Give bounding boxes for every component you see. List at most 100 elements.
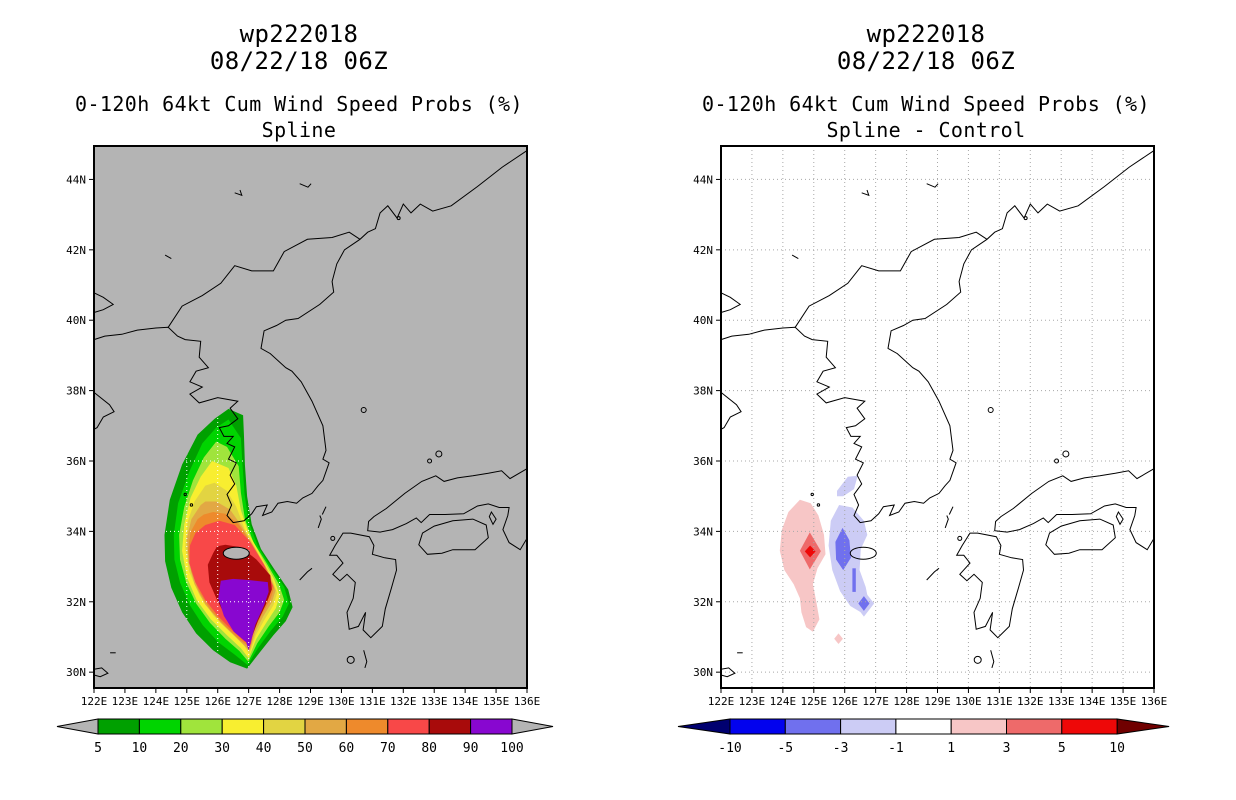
y-tick-label: 32N: [693, 596, 713, 609]
y-tick-label: 30N: [66, 666, 86, 679]
colorbar-cell: [138, 718, 182, 735]
colorbar-cell: [97, 718, 140, 735]
y-tick-label: 38N: [66, 385, 86, 398]
y-tick-label: 42N: [66, 244, 86, 257]
x-tick-label: 134E: [1079, 695, 1106, 708]
x-tick-label: 131E: [359, 695, 386, 708]
y-tick-label: 42N: [693, 244, 713, 257]
x-tick-label: 126E: [831, 695, 858, 708]
x-tick-label: 128E: [893, 695, 920, 708]
panel-subtitle: Spline - Control: [826, 118, 1026, 142]
colorbar-label: -3: [833, 741, 849, 756]
colorbar-label: -1: [888, 741, 904, 756]
colorbar-label: 3: [1003, 741, 1011, 756]
x-tick-label: 123E: [112, 695, 139, 708]
y-tick-label: 36N: [66, 455, 86, 468]
colorbar-label: 10: [1109, 741, 1125, 756]
init-datetime: 08/22/18 06Z: [836, 47, 1016, 75]
colorbar-label: 30: [214, 741, 230, 756]
x-tick-label: 133E: [1048, 695, 1075, 708]
jeju-island: [222, 546, 250, 560]
colorbar-label: 20: [173, 741, 189, 756]
x-tick-label: 127E: [235, 695, 262, 708]
x-tick-label: 131E: [986, 695, 1013, 708]
storm-id: wp222018: [239, 20, 359, 48]
colorbar-label: -5: [777, 741, 793, 756]
contour-level--1to-3 upper: [837, 475, 858, 497]
colorbar-label: 5: [94, 741, 102, 756]
x-tick-label: 128E: [266, 695, 293, 708]
x-tick-label: 123E: [739, 695, 766, 708]
colorbar-label: 100: [500, 741, 523, 756]
x-tick-label: 132E: [1017, 695, 1043, 708]
y-tick-label: 40N: [66, 314, 86, 327]
y-tick-label: 32N: [66, 596, 86, 609]
colorbar-label: 60: [339, 741, 355, 756]
contour-level-+5to+10: [804, 545, 816, 558]
x-tick-label: 127E: [862, 695, 889, 708]
x-tick-label: 135E: [1110, 695, 1137, 708]
colorbar-cell: [784, 718, 842, 735]
colorbar-cell: [895, 718, 952, 735]
axis-ticks: [716, 178, 1155, 693]
colorbar-cell: [1061, 718, 1118, 735]
map-background: [94, 146, 527, 688]
contour-level--3to-5 tail: [852, 568, 856, 592]
probability-field: [164, 408, 293, 669]
y-tick-label: 34N: [66, 525, 86, 538]
colorbar-label: 5: [1058, 741, 1066, 756]
x-tick-label: 122E: [708, 695, 735, 708]
colorbar-left-arrow: [677, 718, 731, 735]
x-tick-label: 130E: [955, 695, 982, 708]
contour-level--3to-5 main: [835, 527, 851, 571]
x-tick-label: 129E: [297, 695, 324, 708]
colorbar-cell: [950, 718, 1008, 735]
storm-id: wp222018: [866, 20, 986, 48]
x-tick-label: 134E: [452, 695, 479, 708]
colorbar-cell: [387, 718, 430, 735]
colorbar-cell: [221, 718, 265, 735]
coastlines: [93, 150, 528, 678]
y-tick-label: 30N: [693, 666, 713, 679]
contour-level--3to-5 south: [858, 596, 870, 611]
coastlines: [720, 150, 1155, 678]
colorbar-label: 90: [463, 741, 479, 756]
contour-level-+1to+3 dot: [834, 633, 843, 644]
colorbar-cell: [263, 718, 306, 735]
colorbar-cell: [345, 718, 389, 735]
panel-spline: wp222018 08/22/18 06Z 0-120h 64kt Cum Wi…: [34, 0, 594, 800]
colorbar-cell: [729, 718, 786, 735]
x-tick-label: 136E: [514, 695, 541, 708]
colorbar-label: 10: [132, 741, 148, 756]
x-tick-label: 124E: [770, 695, 797, 708]
y-tick-label: 44N: [693, 173, 713, 186]
x-tick-label: 126E: [204, 695, 231, 708]
x-tick-label: 129E: [924, 695, 951, 708]
x-tick-label: 132E: [390, 695, 417, 708]
y-tick-label: 44N: [66, 173, 86, 186]
y-tick-label: 40N: [693, 314, 713, 327]
colorbar-label: -10: [718, 741, 741, 756]
colorbar-cell: [428, 718, 472, 735]
colorbar-spline: 5 10 20 30 40 50 60 70 80 90 100: [56, 718, 554, 756]
y-tick-label: 36N: [693, 455, 713, 468]
panel-title: 0-120h 64kt Cum Wind Speed Probs (%): [702, 92, 1150, 116]
y-tick-label: 34N: [693, 525, 713, 538]
colorbar-cell: [1006, 718, 1063, 735]
grid-lines: [720, 146, 1155, 688]
map-spline: 122E 123E 124E 125E 126E 127E 128E 129E 130E 131E…: [66, 145, 541, 708]
axis-ticks: [89, 178, 528, 693]
jeju-island: [849, 546, 877, 560]
map-background: [721, 146, 1154, 688]
colorbar-right-arrow: [1116, 718, 1170, 735]
colorbar-cell: [840, 718, 897, 735]
x-tick-label: 133E: [421, 695, 448, 708]
colorbar-label: 40: [256, 741, 272, 756]
colorbar-label: 1: [947, 741, 955, 756]
colorbar-cell: [304, 718, 347, 735]
x-tick-label: 130E: [328, 695, 355, 708]
map-spline-minus-control: 122E 123E 124E 125E 126E 127E 128E 129E 130E 131E…: [693, 145, 1167, 708]
x-tick-label: 124E: [143, 695, 170, 708]
x-tick-label: 135E: [483, 695, 510, 708]
